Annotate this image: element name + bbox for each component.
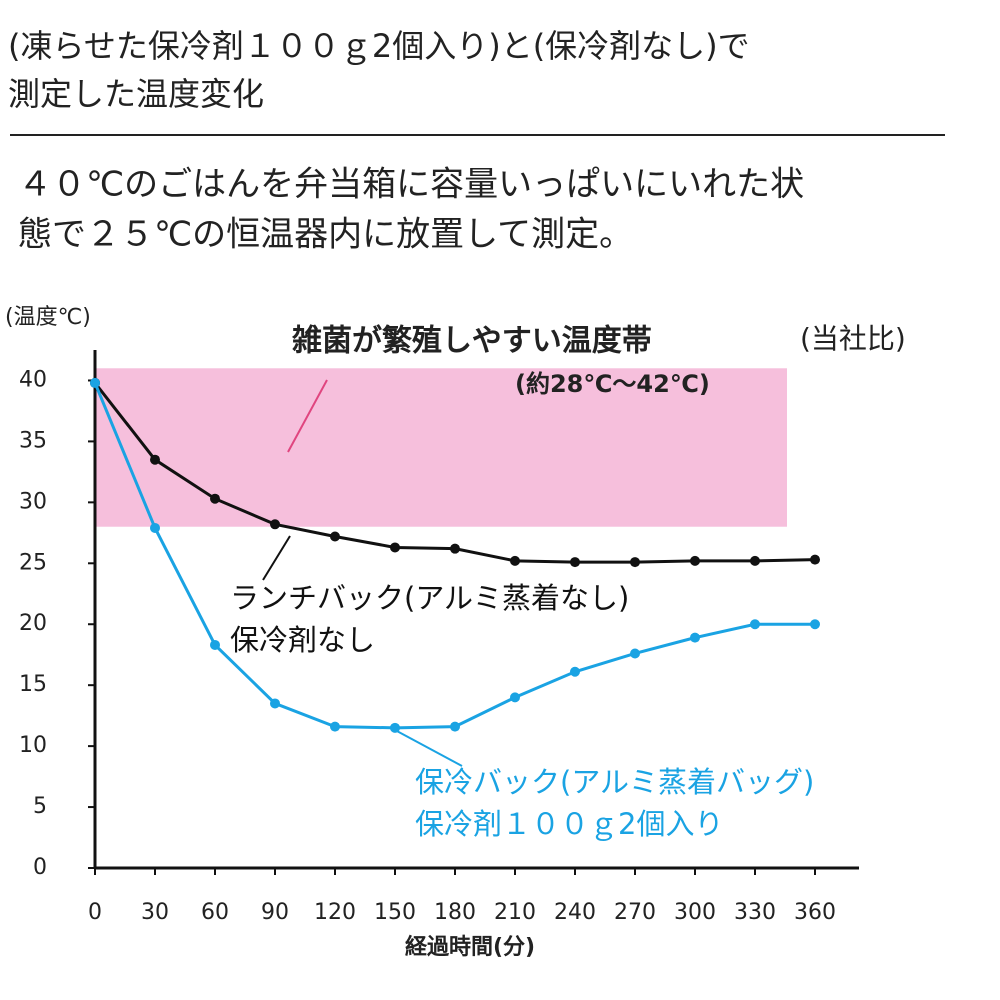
title-line: (凍らせた保冷剤１００ｇ2個入り)と(保冷剤なし)で (8, 27, 750, 65)
x-tick-label: 150 (374, 900, 416, 925)
y-tick-label: 10 (19, 733, 47, 758)
y-tick-label: 40 (19, 367, 47, 392)
x-tick-label: 30 (141, 900, 169, 925)
data-point (510, 692, 520, 703)
y-tick-label: 0 (33, 855, 47, 880)
data-point (270, 519, 280, 530)
x-tick-label: 90 (261, 900, 289, 925)
data-point (210, 639, 220, 650)
data-point (630, 648, 640, 659)
data-point (390, 542, 400, 553)
data-point (330, 531, 340, 542)
x-tick-label: 330 (734, 900, 776, 925)
data-point (450, 721, 460, 732)
data-point (510, 555, 520, 566)
x-axis-label: 経過時間(分) (405, 934, 535, 960)
x-tick-label: 360 (794, 900, 836, 925)
band-range-label: (約28℃～42℃) (515, 370, 710, 398)
data-point (690, 555, 700, 566)
data-point (750, 555, 760, 566)
y-tick-label: 25 (19, 550, 47, 575)
title-line: 測定した温度変化 (8, 75, 264, 113)
y-tick-label: 5 (33, 794, 47, 819)
series-label: 保冷バック(アルミ蒸着バッグ) (415, 765, 814, 799)
leader (262, 535, 291, 581)
decoration (287, 379, 328, 453)
data-point (330, 721, 340, 732)
y-axis-label: (温度℃) (5, 305, 91, 330)
series-label: ランチバック(アルミ蒸着なし) (230, 581, 629, 615)
data-point (630, 557, 640, 568)
data-point (570, 666, 580, 677)
x-tick-label: 60 (201, 900, 229, 925)
data-point (390, 722, 400, 733)
note: (当社比) (800, 322, 906, 355)
y-tick-label: 30 (19, 489, 47, 514)
band-label: 雑菌が繁殖しやすい温度帯 (291, 324, 652, 359)
data-point (450, 543, 460, 554)
y-tick-label: 15 (19, 672, 47, 697)
x-tick-label: 270 (614, 900, 656, 925)
subtitle-line: ４０℃のごはんを弁当箱に容量いっぱいにいれた状 (18, 165, 804, 205)
data-point (810, 554, 820, 565)
data-point (570, 557, 580, 568)
data-point (150, 522, 160, 533)
series-label: 保冷剤なし (230, 623, 375, 657)
leader (394, 729, 463, 767)
data-point (750, 619, 760, 630)
x-tick-label: 300 (674, 900, 716, 925)
x-tick-label: 240 (554, 900, 596, 925)
y-tick-label: 35 (19, 428, 47, 453)
y-tick-label: 20 (19, 611, 47, 636)
series-label: 保冷剤１００ｇ2個入り (415, 807, 723, 841)
data-point (810, 619, 820, 630)
x-tick-label: 120 (314, 900, 356, 925)
data-point (690, 632, 700, 643)
data-point (90, 377, 100, 388)
data-point (270, 698, 280, 709)
x-tick-label: 210 (494, 900, 536, 925)
x-tick-label: 0 (88, 900, 102, 925)
subtitle-line: 態で２５℃の恒温器内に放置して測定。 (18, 215, 633, 255)
x-tick-label: 180 (434, 900, 476, 925)
data-point (210, 493, 220, 504)
data-point (150, 454, 160, 465)
